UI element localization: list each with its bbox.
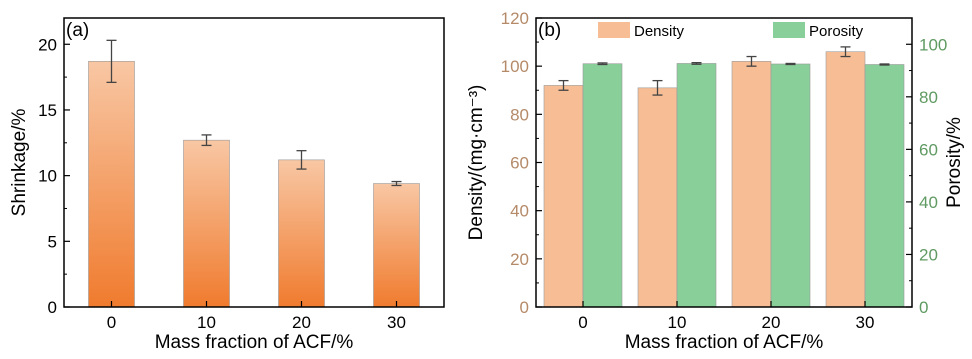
porosity-errorbar-20 xyxy=(785,62,796,66)
panel-a-x-axis-label: Mass fraction of ACF/% xyxy=(155,332,354,353)
panel-a-y-axis-label: Shrinkage/% xyxy=(9,109,30,217)
panel-a-shrinkage-chart: 0 5 10 15 20 0 10 20 30 (a) Mass fraction of AC… xyxy=(9,17,445,353)
left-y-tick-label: 100 xyxy=(501,57,529,76)
density-bar-0 xyxy=(543,85,584,308)
porosity-bar-10 xyxy=(676,63,717,308)
porosity-errorbar-0 xyxy=(597,62,608,66)
right-y-tick-label: 60 xyxy=(919,140,938,159)
x-tick-label: 10 xyxy=(197,313,216,332)
right-y-tick-label: 80 xyxy=(919,88,938,107)
y-tick-label: 5 xyxy=(48,232,57,251)
density-errorbar-10 xyxy=(652,79,663,96)
panel-b-legend: Density Porosity xyxy=(598,22,864,40)
x-tick-label: 10 xyxy=(668,313,687,332)
left-y-tick-label: 60 xyxy=(510,154,529,173)
left-y-tick-label: 0 xyxy=(520,298,529,317)
panel-b-x-ticks: 0 10 20 30 xyxy=(578,301,874,332)
y-tick-label: 10 xyxy=(38,167,57,186)
shrinkage-errorbar-10 xyxy=(201,134,212,147)
panel-b-right-y-axis-label: Porosity/% xyxy=(944,117,965,208)
shrinkage-errorbar-20 xyxy=(296,150,307,170)
porosity-bar-0 xyxy=(582,63,623,308)
shrinkage-bar-20 xyxy=(278,159,325,308)
shrinkage-bar-10 xyxy=(183,139,230,308)
legend-porosity-swatch xyxy=(773,22,805,38)
x-tick-label: 0 xyxy=(578,313,587,332)
panel-b-left-y-ticks: 0 20 40 60 80 100 120 xyxy=(501,9,542,317)
density-errorbar-0 xyxy=(558,79,569,91)
panel-b-right-y-ticks: 0 20 40 60 80 100 xyxy=(906,35,947,317)
right-y-tick-label: 40 xyxy=(919,193,938,212)
panel-b-x-axis-label: Mass fraction of ACF/% xyxy=(625,332,824,353)
density-errorbar-20 xyxy=(746,55,757,67)
x-tick-label: 20 xyxy=(762,313,781,332)
panel-b-error-bars xyxy=(558,46,890,96)
left-y-tick-label: 80 xyxy=(510,105,529,124)
density-errorbar-30 xyxy=(840,46,851,58)
y-tick-label: 0 xyxy=(48,298,57,317)
panel-b-bars xyxy=(543,51,905,308)
x-tick-label: 30 xyxy=(856,313,875,332)
left-y-tick-label: 40 xyxy=(510,202,529,221)
panel-b-left-y-axis-label: Density/(mg·cm⁻³) xyxy=(466,85,487,241)
density-bar-20 xyxy=(731,61,772,308)
y-tick-label: 15 xyxy=(38,101,57,120)
panel-a-x-ticks: 0 10 20 30 xyxy=(107,301,406,332)
legend-density-label: Density xyxy=(634,23,685,40)
porosity-bar-20 xyxy=(770,63,811,308)
y-tick-label: 20 xyxy=(38,35,57,54)
x-tick-label: 0 xyxy=(107,313,116,332)
panel-b-density-porosity-chart: 0 20 40 60 80 100 120 0 20 40 60 80 100 0 10 20 30 Den… xyxy=(466,9,965,353)
legend-porosity-label: Porosity xyxy=(809,23,864,40)
x-tick-label: 20 xyxy=(292,313,311,332)
density-bar-30 xyxy=(825,51,866,308)
shrinkage-bar-0 xyxy=(88,61,135,308)
porosity-errorbar-30 xyxy=(879,63,890,66)
shrinkage-bar-30 xyxy=(373,183,420,308)
panel-a-frame xyxy=(63,17,445,308)
shrinkage-errorbar-30 xyxy=(391,180,402,187)
panel-b-label: (b) xyxy=(538,20,561,41)
shrinkage-errorbar-0 xyxy=(106,39,117,84)
density-bar-10 xyxy=(637,87,678,308)
x-tick-label: 30 xyxy=(387,313,406,332)
panel-a-bars xyxy=(88,61,420,308)
panel-a-error-bars xyxy=(106,39,402,187)
panel-a-label: (a) xyxy=(66,20,89,41)
porosity-errorbar-10 xyxy=(691,62,702,65)
left-y-tick-label: 120 xyxy=(501,9,529,28)
legend-density-swatch xyxy=(598,22,630,38)
left-y-tick-label: 20 xyxy=(510,250,529,269)
right-y-tick-label: 100 xyxy=(919,35,947,54)
right-y-tick-label: 0 xyxy=(919,298,928,317)
panel-a-y-ticks: 0 5 10 15 20 xyxy=(38,35,70,317)
right-y-tick-label: 20 xyxy=(919,245,938,264)
porosity-bar-30 xyxy=(864,64,905,308)
